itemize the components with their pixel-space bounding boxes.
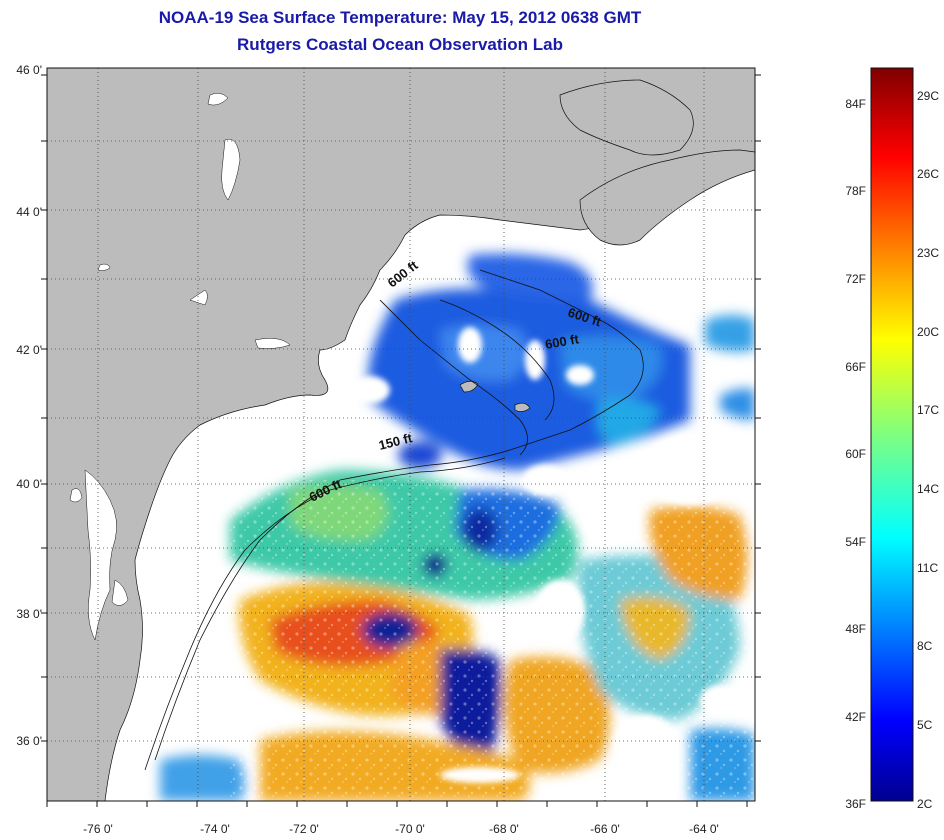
inland-water bbox=[69, 92, 291, 641]
fahrenheit-label: 66F bbox=[845, 360, 866, 374]
celsius-label: 26C bbox=[917, 167, 939, 181]
celsius-label: 23C bbox=[917, 246, 939, 260]
longitude-axis: -76 0' -74 0' -72 0' -70 0' -68 0' -66 0… bbox=[83, 822, 719, 836]
land bbox=[47, 68, 755, 801]
fahrenheit-label: 48F bbox=[845, 622, 866, 636]
celsius-label: 20C bbox=[917, 325, 939, 339]
lon-tick-label: -76 0' bbox=[83, 822, 113, 836]
fahrenheit-label: 42F bbox=[845, 710, 866, 724]
lon-tick-label: -66 0' bbox=[590, 822, 620, 836]
isobath-contours bbox=[144, 269, 644, 771]
lat-tick-label: 42 0' bbox=[16, 343, 42, 357]
lat-tick-label: 38 0' bbox=[16, 607, 42, 621]
colorbar-gradient bbox=[870, 67, 914, 802]
map-subtitle: Rutgers Coastal Ocean Observation Lab bbox=[237, 35, 563, 54]
lon-tick-label: -64 0' bbox=[689, 822, 719, 836]
map-title: NOAA-19 Sea Surface Temperature: May 15,… bbox=[158, 8, 642, 27]
colorbar-fahrenheit-labels: 84F 78F 72F 66F 60F 54F 48F 42F 36F bbox=[845, 97, 866, 811]
lon-tick-label: -74 0' bbox=[200, 822, 230, 836]
lon-tick-label: -70 0' bbox=[395, 822, 425, 836]
celsius-label: 5C bbox=[917, 718, 933, 732]
axis-ticks bbox=[41, 74, 761, 807]
fahrenheit-label: 84F bbox=[845, 97, 866, 111]
fahrenheit-label: 72F bbox=[845, 272, 866, 286]
celsius-label: 2C bbox=[917, 797, 933, 811]
lon-tick-label: -68 0' bbox=[489, 822, 519, 836]
colorbar-celsius-labels: 29C 26C 23C 20C 17C 14C 11C 8C 5C 2C bbox=[917, 89, 939, 811]
celsius-label: 8C bbox=[917, 639, 933, 653]
contour-label: 600 ft bbox=[544, 331, 581, 352]
lat-tick-label: 40 0' bbox=[16, 477, 42, 491]
celsius-label: 29C bbox=[917, 89, 939, 103]
latitude-axis: 46 0' 44 0' 42 0' 40 0' 38 0' 36 0' bbox=[16, 63, 42, 748]
fahrenheit-label: 54F bbox=[845, 535, 866, 549]
celsius-label: 11C bbox=[917, 561, 938, 575]
fahrenheit-label: 60F bbox=[845, 447, 866, 461]
fahrenheit-label: 36F bbox=[845, 797, 866, 811]
sst-field bbox=[52, 180, 755, 801]
fahrenheit-label: 78F bbox=[845, 184, 866, 198]
celsius-label: 17C bbox=[917, 403, 939, 417]
map-frame bbox=[46, 67, 756, 802]
lat-tick-label: 36 0' bbox=[16, 734, 42, 748]
celsius-label: 14C bbox=[917, 482, 939, 496]
lon-tick-label: -72 0' bbox=[289, 822, 319, 836]
lat-tick-label: 44 0' bbox=[16, 205, 42, 219]
lat-tick-label: 46 0' bbox=[16, 63, 42, 77]
